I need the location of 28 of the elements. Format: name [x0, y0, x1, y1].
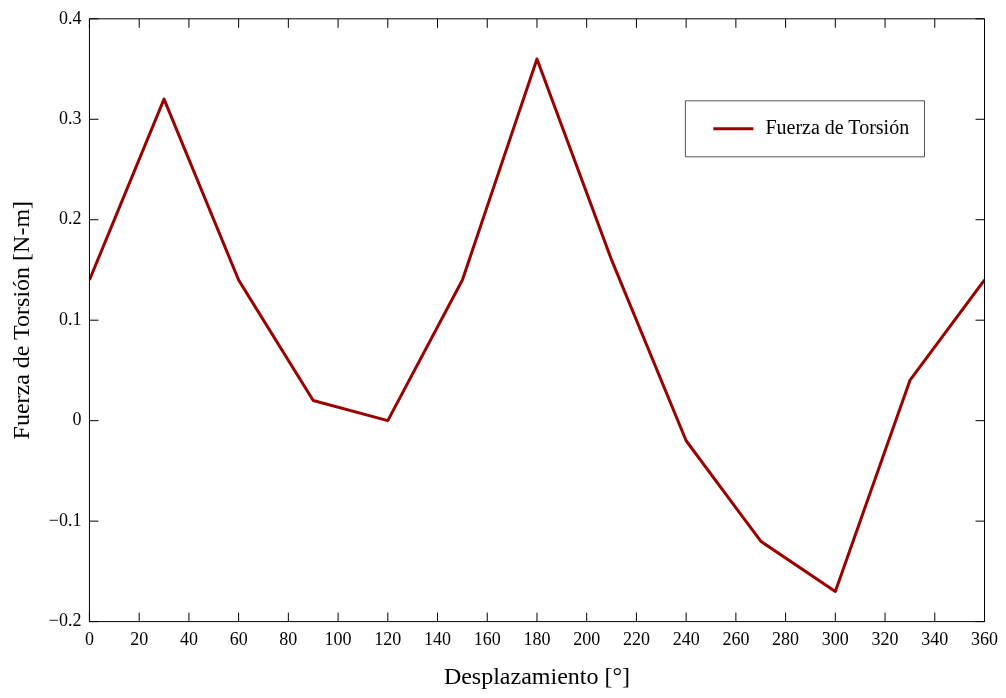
x-tick-label: 340 — [921, 629, 949, 650]
x-tick-label: 80 — [279, 629, 298, 650]
x-tick-label: 220 — [622, 629, 650, 650]
y-tick-label: 0.3 — [58, 108, 82, 128]
y-tick-label: −0.2 — [48, 610, 82, 631]
x-tick-label: 120 — [374, 629, 402, 650]
y-tick-label: 0 — [72, 409, 82, 430]
x-tick-label: 320 — [871, 629, 899, 650]
x-tick-label: 60 — [229, 629, 248, 650]
x-tick-label: 300 — [821, 629, 849, 650]
x-axis-title: Desplazamiento [°] — [443, 662, 631, 689]
y-tick-label: 0.2 — [58, 208, 82, 229]
x-tick-label: 20 — [130, 629, 149, 650]
x-tick-label: 100 — [324, 629, 352, 650]
y-tick-label: 0.1 — [58, 308, 82, 329]
x-tick-label: 280 — [772, 629, 800, 650]
x-tick-label: 360 — [971, 629, 998, 650]
x-tick-label: 240 — [672, 629, 700, 650]
x-tick-label: 180 — [523, 629, 551, 650]
x-tick-label: 40 — [179, 629, 198, 650]
x-tick-label: 260 — [722, 629, 750, 650]
x-tick-label: 160 — [473, 629, 501, 650]
x-tick-label: 140 — [424, 629, 452, 650]
legend-label: Fuerza de Torsión — [765, 116, 910, 139]
x-tick-label: 200 — [573, 629, 601, 650]
y-tick-label: −0.1 — [48, 509, 82, 530]
y-tick-label: 0.4 — [58, 7, 82, 28]
y-axis-title: Fuerza de Torsión [N-m] — [7, 200, 34, 440]
